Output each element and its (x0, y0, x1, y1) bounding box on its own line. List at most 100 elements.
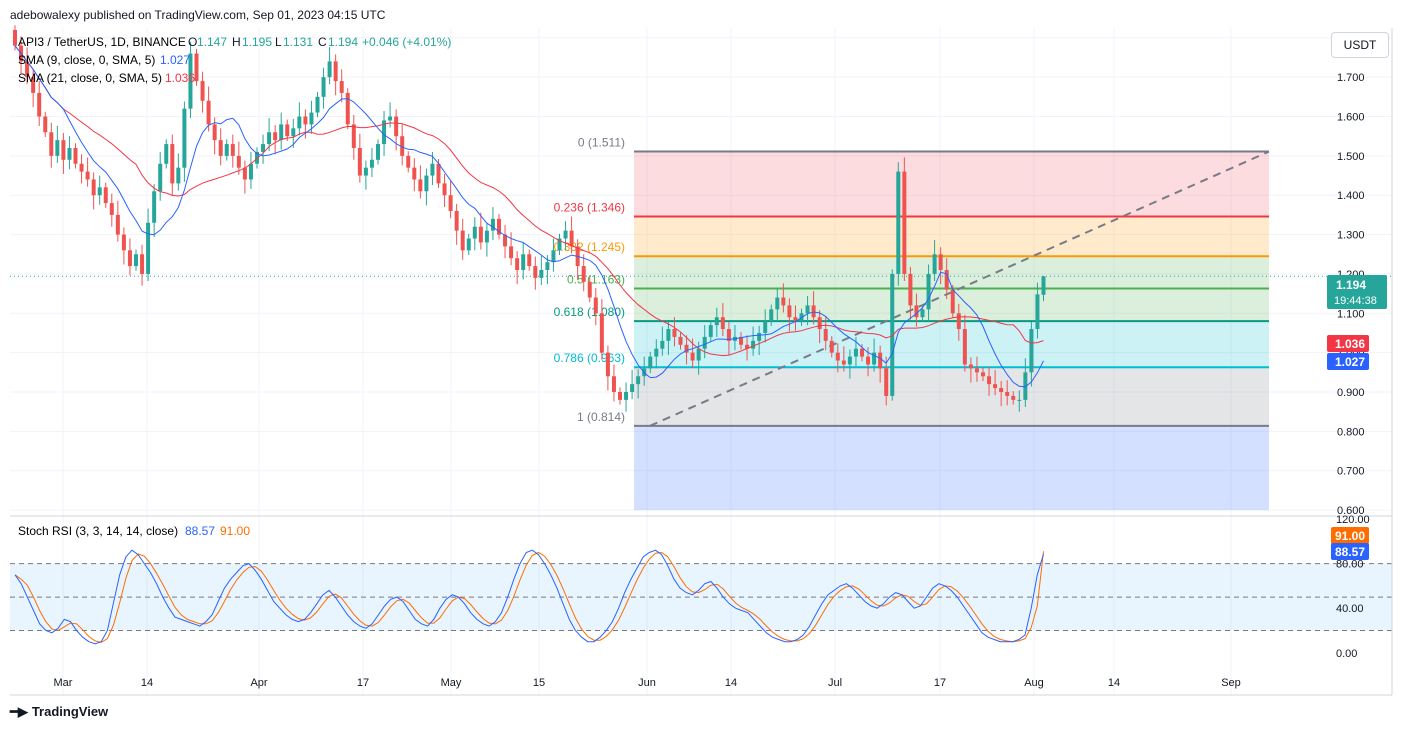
stoch-legend[interactable]: Stoch RSI (3, 3, 14, 14, close) 88.57 91… (18, 524, 250, 538)
fib-level-label: 0.786 (0.963) (554, 351, 625, 365)
candle-body (115, 214, 120, 235)
sma21-legend[interactable]: SMA (21, close, 0, SMA, 5) 1.036 (18, 71, 195, 85)
candle-body (545, 262, 550, 270)
sma21-value: 1.036 (165, 71, 195, 85)
candle-body (569, 230, 574, 247)
candle-body (878, 352, 883, 369)
candle-body (745, 344, 750, 349)
candlestick-series[interactable] (13, 25, 1046, 412)
candle-body (248, 163, 253, 180)
price-axis-label: 1.600 (1337, 112, 1365, 124)
candle-body (212, 124, 217, 141)
candle-body (611, 376, 616, 392)
candle-body (872, 352, 877, 365)
candle-body (376, 144, 380, 160)
price-axis-label: 1.100 (1337, 308, 1365, 320)
candle-body (31, 77, 36, 93)
sma21-line[interactable] (14, 45, 1044, 357)
tradingview-logo[interactable]: ━▶ TradingView (10, 704, 108, 720)
candle-body (551, 250, 556, 263)
candle-body (158, 163, 163, 192)
close-label: C (318, 35, 327, 49)
candle-body (267, 132, 272, 145)
candle-body (436, 163, 441, 184)
candle-body (950, 289, 955, 314)
candle-body (726, 329, 731, 341)
candle-body (539, 270, 544, 278)
candle-body (884, 368, 889, 396)
candle-body (400, 136, 405, 156)
low-label: L (275, 35, 282, 49)
candle-body (678, 336, 683, 345)
candle-body (412, 167, 417, 180)
time-axis[interactable]: Mar 14 Apr 17 May 15 Jun 14 Jul 17 Aug 14 Sep (54, 677, 1241, 689)
price-axis-label: 0.900 (1337, 387, 1365, 399)
sma9-line[interactable] (14, 45, 1044, 388)
candle-body (182, 108, 187, 168)
time-axis-label: 15 (533, 677, 545, 689)
candle-body (823, 329, 828, 341)
fib-zone (634, 216, 1269, 257)
stoch-axis-label: 0.00 (1336, 648, 1357, 660)
candle-body (817, 317, 822, 330)
candle-body (442, 183, 447, 196)
stoch-axis[interactable]: 120.00 80.00 40.00 0.00 (1336, 514, 1370, 660)
candle-body (291, 128, 296, 137)
candle-body (261, 144, 266, 152)
fib-level-label: 1 (0.814) (577, 410, 625, 424)
candle-body (866, 356, 871, 365)
fib-level-label: 0.618 (1.080) (554, 305, 625, 319)
price-axis[interactable]: 1.8001.7001.6001.5001.4001.3001.2001.100… (1337, 33, 1365, 517)
candle-body (593, 297, 598, 314)
sma9-legend[interactable]: SMA (9, close, 0, SMA, 5) 1.027 (18, 53, 190, 67)
candle-body (781, 297, 786, 306)
stoch-band (10, 563, 1392, 631)
candle-body (581, 266, 586, 282)
candle-body (599, 313, 604, 353)
candle-body (97, 187, 102, 196)
candle-body (993, 384, 998, 389)
current-price-tag: 1.194 19:44:38 (1327, 275, 1387, 309)
candle-body (85, 171, 90, 180)
candle-body (1011, 395, 1016, 400)
price-axis-label: 1.300 (1337, 230, 1365, 242)
candle-body (37, 92, 42, 117)
candle-body (279, 124, 284, 141)
fib-zone (634, 367, 1269, 426)
fib-zone (634, 256, 1269, 289)
candle-body (630, 384, 635, 392)
fib-trend-line[interactable] (649, 150, 1270, 427)
stoch-d-value: 91.00 (220, 524, 250, 538)
candle-body (515, 258, 520, 270)
candle-body (509, 246, 514, 259)
symbol-legend[interactable]: API3 / TetherUS, 1D, BINANCE O 1.147 H 1… (18, 35, 451, 49)
stoch-d-tag-value: 91.00 (1335, 529, 1365, 543)
stoch-d-line[interactable] (14, 551, 1044, 643)
high-value: 1.195 (242, 35, 272, 49)
price-axis-label: 0.700 (1337, 466, 1365, 478)
fibonacci-retracement[interactable]: 0 (1.511)0.236 (1.346)0.382 (1.245)0.5 (… (554, 136, 1269, 511)
candle-body (146, 222, 151, 274)
candle-body (714, 317, 719, 326)
fib-level-label: 0 (1.511) (578, 136, 625, 150)
time-axis-label: 17 (357, 677, 369, 689)
candle-body (309, 112, 314, 125)
stoch-axis-label: 120.00 (1336, 514, 1370, 526)
candle-body (460, 230, 465, 251)
stoch-k-line[interactable] (14, 549, 1044, 645)
stoch-label: Stoch RSI (3, 3, 14, 14, close) (18, 524, 178, 538)
candle-body (79, 163, 84, 172)
candle-body (1035, 294, 1040, 330)
stoch-axis-label: 40.00 (1336, 603, 1364, 615)
candle-body (206, 100, 211, 125)
candle-body (696, 348, 701, 361)
candle-body (109, 203, 114, 215)
candle-body (841, 360, 846, 365)
candle-body (490, 218, 495, 231)
candle-body (484, 230, 489, 243)
currency-button[interactable]: USDT (1331, 32, 1389, 58)
candle-body (860, 348, 864, 357)
time-axis-label: Sep (1221, 677, 1241, 689)
candle-body (357, 148, 362, 176)
